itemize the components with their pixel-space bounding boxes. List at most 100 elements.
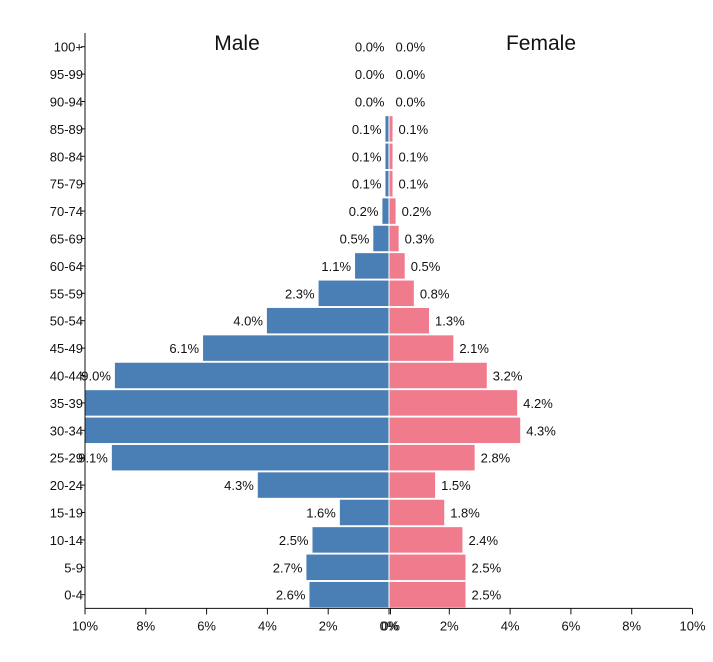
- male-bar-30-34: [84, 417, 389, 444]
- male-bar-75-79: [385, 170, 389, 197]
- male-bar-85-89: [385, 116, 389, 142]
- male-value-label: 9.0%: [81, 369, 111, 384]
- male-value-label: 4.0%: [233, 314, 263, 329]
- male-value-label: 0.0%: [355, 67, 385, 82]
- age-label: 30-34: [50, 423, 83, 438]
- female-bar-30-34: [389, 417, 521, 444]
- x-tick-label-left: 4%: [258, 618, 277, 633]
- male-value-label: 0.5%: [340, 232, 370, 247]
- age-label: 100+: [54, 40, 83, 55]
- male-bar-55-59: [318, 280, 389, 307]
- female-value-label: 0.0%: [396, 40, 426, 55]
- female-value-label: 1.8%: [450, 506, 480, 521]
- x-tick-label-right: 0%: [381, 618, 400, 633]
- female-value-label: 0.0%: [396, 67, 426, 82]
- male-bars: [84, 116, 389, 608]
- age-label: 5-9: [64, 560, 83, 575]
- male-value-label: 0.1%: [352, 122, 382, 137]
- male-value-label: 0.1%: [352, 149, 382, 164]
- female-bar-70-74: [389, 198, 396, 224]
- male-bar-60-64: [355, 253, 389, 279]
- male-value-label: 2.6%: [276, 588, 306, 603]
- male-bar-25-29: [111, 444, 389, 471]
- value-labels: 0.0% 0.0% 0.0% 0.0% 0.0% 0.0% 0.1% 0.1% 0.1% 0.1%…: [78, 40, 556, 603]
- female-value-label: 0.8%: [420, 286, 450, 301]
- age-label: 0-4: [64, 588, 83, 603]
- male-value-label: 9.1%: [78, 451, 108, 466]
- male-bar-15-19: [339, 499, 389, 526]
- female-value-label: 2.5%: [472, 588, 502, 603]
- male-bar-10-14: [312, 527, 389, 553]
- age-label: 80-84: [50, 149, 83, 164]
- x-tick-label-right: 4%: [501, 618, 520, 633]
- x-tick-label-left: 6%: [197, 618, 216, 633]
- male-value-label: 1.1%: [321, 259, 351, 274]
- x-tick-label-left: 2%: [319, 618, 338, 633]
- male-bar-80-84: [385, 143, 389, 170]
- male-bar-70-74: [382, 198, 389, 224]
- male-value-label: 0.2%: [349, 204, 379, 219]
- female-value-label: 0.1%: [399, 149, 429, 164]
- female-value-label: 0.5%: [411, 259, 441, 274]
- female-bar-65-69: [389, 225, 399, 252]
- female-bar-10-14: [389, 527, 463, 553]
- male-value-label: 0.0%: [355, 95, 385, 110]
- female-value-label: 4.3%: [526, 423, 556, 438]
- female-value-label: 2.5%: [472, 560, 502, 575]
- female-value-label: 0.3%: [405, 232, 435, 247]
- male-bar-0-4: [309, 581, 389, 608]
- x-tick-label-right: 6%: [562, 618, 581, 633]
- female-bar-35-39: [389, 390, 518, 416]
- age-label: 85-89: [50, 122, 83, 137]
- female-bar-15-19: [389, 499, 445, 526]
- male-value-label: 6.1%: [169, 341, 199, 356]
- female-value-label: 4.2%: [523, 396, 553, 411]
- male-bar-20-24: [257, 472, 389, 498]
- female-bar-40-44: [389, 362, 487, 389]
- female-value-label: 0.1%: [399, 177, 429, 192]
- female-value-label: 1.3%: [435, 314, 465, 329]
- x-tick-label-right: 10%: [679, 618, 705, 633]
- female-bar-80-84: [389, 143, 393, 170]
- age-label: 45-49: [50, 341, 83, 356]
- female-value-label: 0.2%: [402, 204, 432, 219]
- female-bar-55-59: [389, 280, 414, 307]
- age-label: 90-94: [50, 95, 83, 110]
- age-label: 50-54: [50, 314, 83, 329]
- male-value-label: 2.7%: [273, 560, 303, 575]
- male-bar-65-69: [373, 225, 389, 252]
- age-label: 40-44: [50, 369, 83, 384]
- male-value-label: 0.1%: [352, 177, 382, 192]
- female-bar-20-24: [389, 472, 436, 498]
- male-value-label: 0.0%: [355, 40, 385, 55]
- x-tick-label-right: 8%: [622, 618, 641, 633]
- female-bar-50-54: [389, 307, 430, 334]
- x-tick-label-left: 10%: [72, 618, 98, 633]
- x-tick-label-left: 0%: [380, 618, 399, 633]
- male-bar-45-49: [203, 335, 389, 361]
- male-value-label: 1.6%: [306, 506, 336, 521]
- x-tick-labels: 10% 8% 6% 4% 2% 0%0% 2% 4% 6% 8% 10%: [72, 618, 706, 633]
- age-labels: 100+ 95-99 90-94 85-89 80-84 75-79 70-74 65-69 6…: [50, 40, 83, 603]
- female-bar-0-4: [389, 581, 466, 608]
- age-label: 55-59: [50, 286, 83, 301]
- x-tick-label-left: 8%: [136, 618, 155, 633]
- female-value-label: 2.8%: [481, 451, 511, 466]
- female-bar-75-79: [389, 170, 393, 197]
- male-value-label: 2.5%: [279, 533, 309, 548]
- female-value-label: 2.1%: [459, 341, 489, 356]
- axes: [81, 33, 693, 615]
- female-value-label: 2.4%: [468, 533, 498, 548]
- age-label: 75-79: [50, 177, 83, 192]
- age-label: 60-64: [50, 259, 83, 274]
- female-bar-45-49: [389, 335, 454, 361]
- age-label: 10-14: [50, 533, 83, 548]
- female-bar-85-89: [389, 116, 393, 142]
- female-value-label: 0.1%: [399, 122, 429, 137]
- female-value-label: 3.2%: [493, 369, 523, 384]
- male-bar-5-9: [306, 554, 389, 581]
- male-title: Male: [214, 32, 260, 55]
- male-bar-50-54: [266, 307, 389, 334]
- age-label: 95-99: [50, 67, 83, 82]
